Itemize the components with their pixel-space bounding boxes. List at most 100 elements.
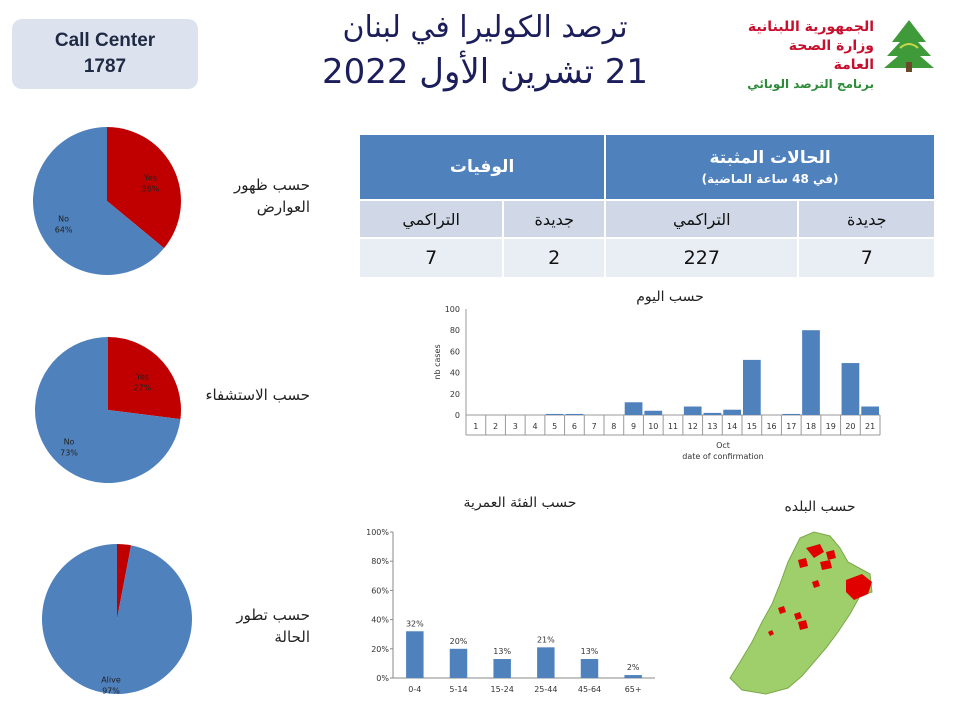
- call-center-box: Call Center 1787: [12, 19, 198, 89]
- age-bar-chart: 0% 20% 40% 60% 80% 100% 32% 0-4 20% 5-14 13% 15-24 2…: [366, 528, 655, 694]
- y-tick-label: 40: [450, 369, 460, 378]
- x-tick-label: 14: [727, 422, 737, 431]
- title-line-1: ترصد الكوليرا في لبنان: [342, 10, 628, 45]
- map-case-area: [812, 580, 820, 588]
- pie-label: Alive: [101, 676, 121, 685]
- pie-slice-alive: [42, 544, 192, 694]
- x-tick-label: 13: [707, 422, 717, 431]
- daily-bar: [802, 330, 820, 415]
- x-tick-label: 17: [786, 422, 796, 431]
- pie-hospital: Yes 27% No 73%: [34, 337, 181, 483]
- x-tick-label: 8: [611, 422, 616, 431]
- map-case-area: [806, 544, 824, 558]
- cases-header: الحالات المثبتة (في 48 ساعة الماضية): [604, 133, 936, 201]
- cases-new-header: جديدة: [797, 199, 936, 239]
- logo-line-1: الجمهورية اللبنانية: [747, 19, 874, 35]
- bar-value-label: 32%: [406, 619, 424, 628]
- bar-value-label: 20%: [450, 637, 468, 646]
- deaths-new-value: 2: [502, 237, 607, 279]
- label-outcome: حسب تطور الحالة: [236, 606, 310, 646]
- cases-cumulative-value: 227: [604, 237, 800, 279]
- age-bar: [406, 631, 424, 678]
- y-tick-label: 60: [450, 347, 460, 356]
- logo-line-2: وزارة الصحة العامة: [788, 38, 874, 73]
- y-tick-label: 80%: [371, 557, 389, 566]
- age-bar: [493, 659, 511, 678]
- cases-cumulative-header: التراكمي: [604, 199, 800, 239]
- x-tick-label: 19: [826, 422, 836, 431]
- y-tick-label: 100: [445, 305, 460, 314]
- y-tick-label: 0%: [376, 674, 389, 683]
- map-case-area: [846, 574, 872, 600]
- pie-label: 27%: [134, 384, 152, 393]
- daily-chart-title: حسب اليوم: [636, 289, 704, 305]
- age-bar: [580, 659, 599, 678]
- x-tick-label: 9: [631, 422, 636, 431]
- x-tick-label: 0-4: [408, 685, 421, 694]
- x-tick-label: 5: [552, 422, 557, 431]
- x-tick-label: 5-14: [449, 685, 467, 694]
- x-axis-label: date of confirmation: [682, 452, 763, 461]
- x-tick-label: 18: [806, 422, 816, 431]
- bar-value-label: 13%: [493, 647, 511, 656]
- lebanon-map: [729, 531, 873, 695]
- pie-slice-yes: [107, 127, 181, 249]
- pie-label: Yes: [143, 174, 157, 183]
- map-case-area: [768, 630, 774, 636]
- bar-value-label: 2%: [627, 663, 640, 672]
- daily-bar: [644, 410, 663, 415]
- cases-header-sub: (في 48 ساعة الماضية): [701, 172, 839, 186]
- call-center-label: Call Center: [54, 30, 156, 51]
- title-date: 21 تشرين الأول 2022: [321, 52, 649, 92]
- pie-slice-no: [32, 127, 165, 275]
- y-tick-label: 0: [455, 411, 460, 420]
- pie-label: No: [64, 437, 75, 446]
- map-case-area: [798, 558, 808, 568]
- x-tick-label: 4: [532, 422, 537, 431]
- deaths-cumulative-value: 7: [357, 237, 505, 279]
- daily-bar: [782, 413, 801, 415]
- x-tick-label: 65+: [625, 685, 642, 694]
- cases-new-value: 7: [797, 237, 936, 279]
- ministry-logo-text: الجمهورية اللبنانية وزارة الصحة العامة ب…: [744, 18, 874, 94]
- y-tick-label: 60%: [371, 586, 389, 595]
- pie-label: 97%: [102, 687, 120, 696]
- x-tick-label: 2: [493, 422, 498, 431]
- deaths-new-header: جديدة: [502, 199, 607, 239]
- x-tick-label: 21: [865, 422, 875, 431]
- pie-label: 64%: [55, 225, 73, 234]
- x-tick-label: 7: [592, 422, 597, 431]
- pie-label: 36%: [142, 185, 160, 194]
- y-axis-label: nb cases: [433, 344, 442, 379]
- daily-bar: [743, 359, 761, 415]
- y-tick-label: 100%: [366, 528, 389, 537]
- pie-slice-no: [34, 337, 181, 483]
- y-tick-label: 20: [450, 390, 460, 399]
- pie-label: 73%: [60, 448, 78, 457]
- map-case-area: [826, 550, 836, 560]
- pie-outcome: Alive 97%: [42, 544, 192, 696]
- age-bar: [537, 647, 555, 678]
- daily-bar: [703, 412, 722, 415]
- daily-bar: [723, 409, 741, 415]
- age-bar: [624, 675, 642, 678]
- pie-label: Yes: [135, 373, 149, 382]
- x-tick-label: 20: [845, 422, 855, 431]
- x-tick-label: 15: [747, 422, 757, 431]
- y-tick-label: 20%: [371, 645, 389, 654]
- deaths-header: الوفيات: [357, 133, 607, 201]
- bar-value-label: 21%: [537, 635, 555, 644]
- cases-header-label: الحالات المثبتة: [709, 148, 831, 168]
- daily-bar: [565, 413, 584, 415]
- pie-slice-yes: [108, 337, 181, 420]
- x-tick-label: 1: [473, 422, 478, 431]
- map-case-area: [820, 560, 832, 570]
- page-title: ترصد الكوليرا في لبنان 21 تشرين الأول 20…: [310, 6, 660, 94]
- call-center-number: 1787: [83, 56, 127, 77]
- x-tick-label: 3: [513, 422, 518, 431]
- x-tick-label: 6: [572, 422, 577, 431]
- x-tick-label: 45-64: [578, 685, 601, 694]
- daily-bar: [861, 406, 879, 415]
- x-tick-label: 12: [688, 422, 698, 431]
- label-hospital: حسب الاستشفاء: [205, 386, 310, 404]
